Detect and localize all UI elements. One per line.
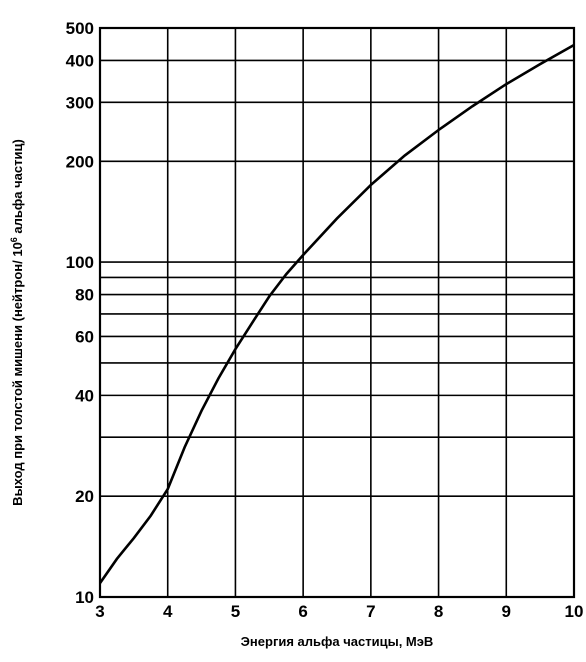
x-tick-label: 8 [434,602,443,621]
y-tick-labels: 10 20 40 60 80 100 200 300 400 500 [66,19,94,607]
y-tick-label: 300 [66,93,94,112]
x-tick-label: 7 [366,602,375,621]
data-series [98,43,575,584]
x-axis-label: Энергия альфа частицы, МэВ [241,634,434,649]
y-tick-label: 20 [75,487,94,506]
plot-frame [98,26,576,599]
y-tick-label: 100 [66,253,94,272]
series-line [98,43,575,584]
y-axis-label-main: Выход при толстой мишени (нейтрон/ 10 [10,242,25,506]
x-tick-label: 6 [298,602,307,621]
x-tick-label: 9 [502,602,511,621]
y-axis-label: Выход при толстой мишени (нейтрон/ 106 а… [9,139,25,506]
y-axis-label-tail: альфа частиц) [10,139,25,237]
x-tick-label: 10 [565,602,584,621]
grid-lines [99,27,575,598]
y-tick-label: 200 [66,152,94,171]
x-tick-label: 3 [95,602,104,621]
y-tick-label: 80 [75,286,94,305]
y-axis-label-superscript: 6 [9,237,19,242]
x-tick-labels: 3 4 5 6 7 8 9 10 [95,602,583,621]
y-tick-label: 10 [75,588,94,607]
y-tick-label: 400 [66,51,94,70]
y-tick-label: 500 [66,19,94,38]
y-tick-label: 60 [75,327,94,346]
y-tick-label: 40 [75,386,94,405]
x-tick-label: 4 [163,602,173,621]
x-tick-label: 5 [231,602,240,621]
